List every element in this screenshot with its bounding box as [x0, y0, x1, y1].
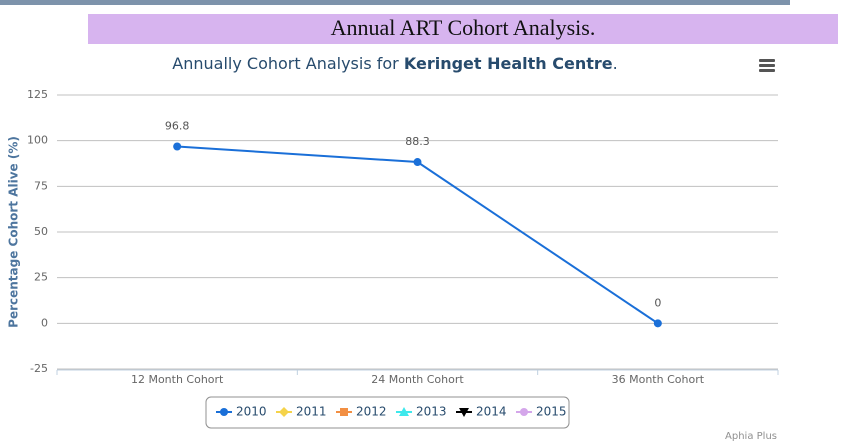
- legend-marker: [340, 408, 348, 416]
- legend-marker: [279, 407, 289, 417]
- y-axis-label: Percentage Cohort Alive (%): [7, 136, 21, 328]
- y-tick-label: 0: [41, 316, 48, 329]
- title-facility: Keringet Health Centre: [404, 54, 613, 73]
- y-tick-label: 100: [27, 134, 48, 147]
- title-text: Annually Cohort Analysis for: [172, 54, 404, 73]
- x-tick-label: 24 Month Cohort: [371, 373, 464, 386]
- x-tick-label: 36 Month Cohort: [612, 373, 705, 386]
- x-tick-label: 12 Month Cohort: [131, 373, 224, 386]
- legend-label: 2010: [236, 405, 267, 419]
- chart-title: Annually Cohort Analysis for Keringet He…: [172, 54, 617, 73]
- y-tick-label: 50: [34, 225, 48, 238]
- y-tick-label: 75: [34, 179, 48, 192]
- legend-label: 2014: [476, 405, 507, 419]
- legend-label: 2015: [536, 405, 567, 419]
- data-point: [173, 142, 182, 151]
- top-bar: [0, 0, 790, 5]
- y-tick-label: 125: [27, 88, 48, 101]
- data-point: [653, 319, 662, 328]
- data-label: 96.8: [165, 120, 190, 133]
- data-label: 88.3: [405, 135, 430, 148]
- legend-marker: [399, 407, 409, 416]
- series-line: [177, 145, 659, 325]
- header-title: Annual ART Cohort Analysis.: [331, 15, 596, 40]
- credits[interactable]: Aphia Plus: [725, 431, 777, 442]
- y-tick-label: -25: [30, 362, 48, 375]
- menu-button[interactable]: [759, 59, 775, 72]
- data-label: 0: [654, 296, 661, 309]
- title-end: .: [613, 54, 618, 73]
- legend-marker: [520, 408, 528, 416]
- header-banner: [88, 14, 838, 44]
- data-point: [413, 158, 422, 167]
- legend-label: 2011: [296, 405, 327, 419]
- legend-marker: [459, 408, 469, 417]
- y-tick-label: 25: [34, 271, 48, 284]
- legend-label: 2013: [416, 405, 447, 419]
- legend-box: [205, 396, 570, 429]
- legend-label: 2012: [356, 405, 387, 419]
- legend-marker: [220, 408, 228, 416]
